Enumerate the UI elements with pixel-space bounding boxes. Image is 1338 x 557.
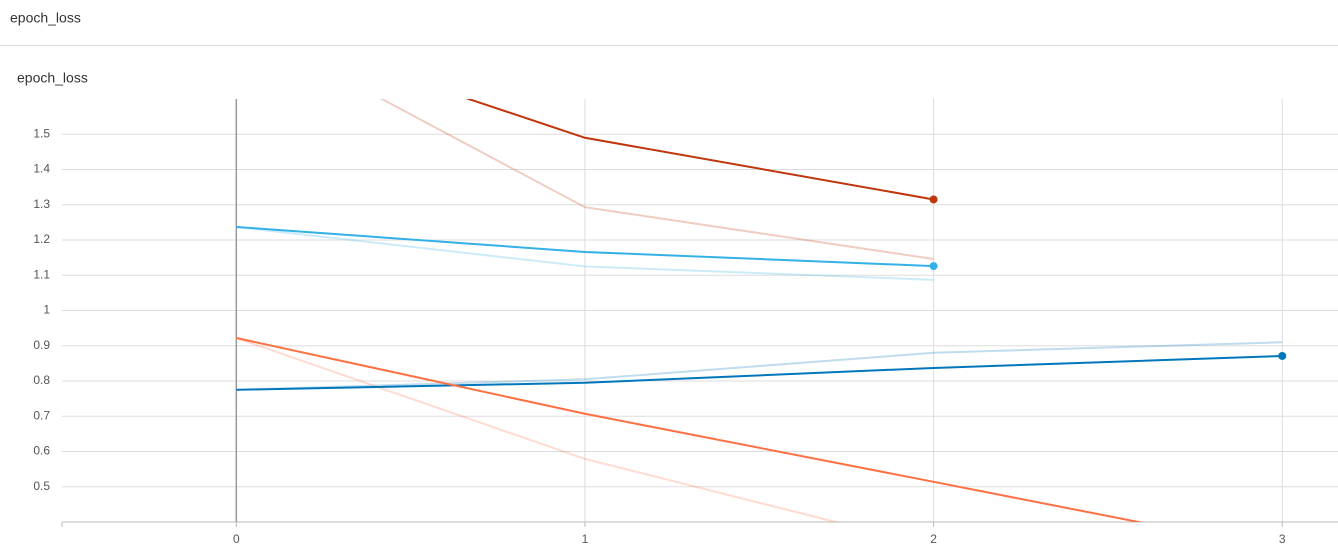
y-tick-label: 1.2 <box>33 232 50 246</box>
y-tick-label: 1.1 <box>33 267 50 281</box>
line <box>236 225 934 268</box>
x-tick-label: 2 <box>930 532 937 546</box>
raw-line <box>235 337 840 522</box>
x-tick-label: 3 <box>1279 532 1286 546</box>
x-tick-label: 1 <box>582 532 589 546</box>
raw-line <box>236 341 1283 391</box>
y-tick-label: 0.8 <box>33 373 50 387</box>
chart-title: epoch_loss <box>17 70 88 86</box>
y-tick-label: 0.7 <box>33 408 50 422</box>
y-tick-label: 0.9 <box>33 338 50 352</box>
y-tick-label: 0.6 <box>33 444 50 458</box>
raw-line <box>379 99 934 261</box>
line <box>465 99 934 201</box>
page-title: epoch_loss <box>10 10 81 26</box>
grid <box>61 99 1338 527</box>
plot <box>235 99 1287 522</box>
end-point <box>929 262 938 271</box>
line <box>236 337 1144 522</box>
end-point <box>1278 351 1287 360</box>
y-tick-label: 0.5 <box>33 479 50 493</box>
raw-line <box>236 225 934 281</box>
y-tick-label: 1.3 <box>33 197 50 211</box>
line <box>236 354 1283 391</box>
x-tick-label: 0 <box>233 532 240 546</box>
y-tick-label: 1.4 <box>33 162 50 176</box>
y-tick-label: 1 <box>43 303 50 317</box>
end-point <box>929 195 938 204</box>
y-tick-label: 1.5 <box>33 126 50 140</box>
